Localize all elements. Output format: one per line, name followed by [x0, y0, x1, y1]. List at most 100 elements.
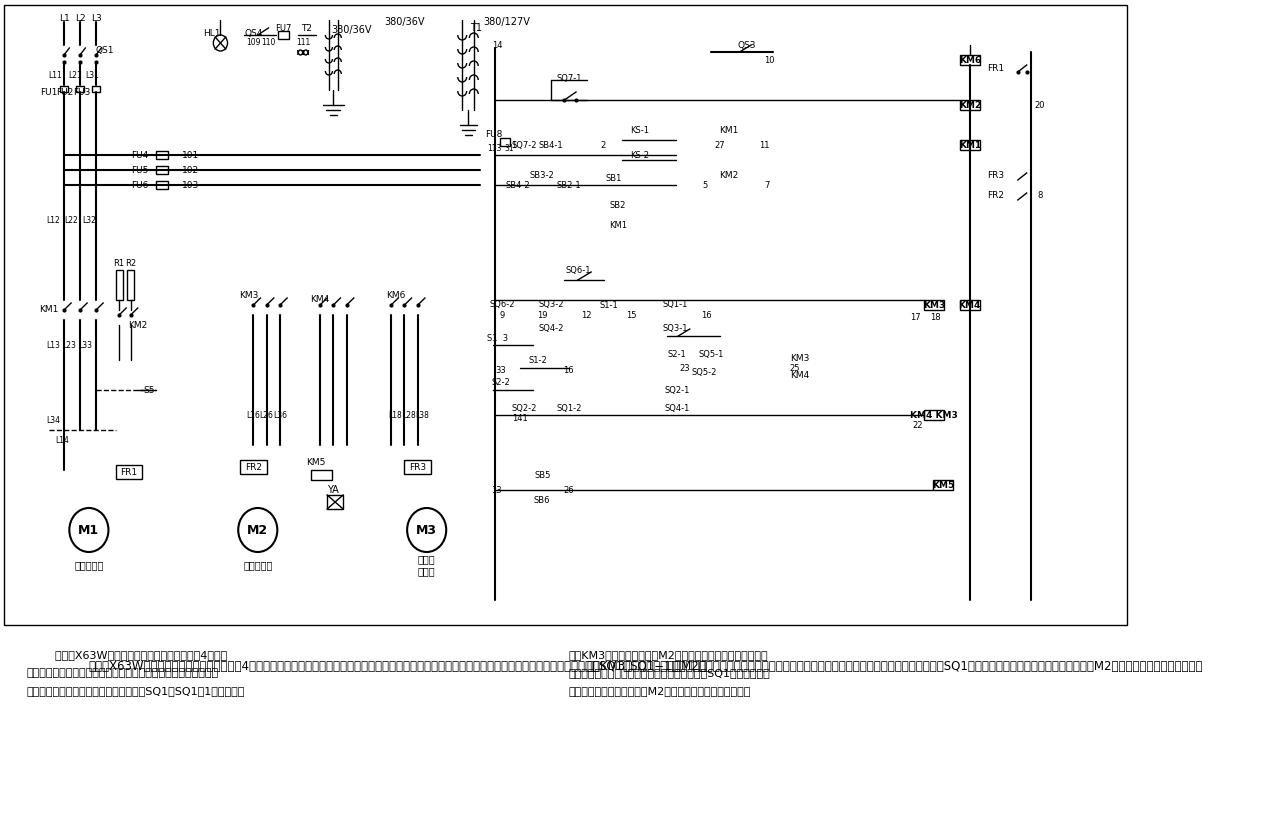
- Text: L11: L11: [48, 71, 62, 79]
- Bar: [155, 151, 168, 159]
- Text: FR1: FR1: [121, 467, 137, 476]
- Text: 113: 113: [488, 143, 502, 152]
- Text: M2: M2: [247, 523, 269, 536]
- Bar: [155, 181, 168, 189]
- Text: FU3: FU3: [73, 87, 90, 97]
- Text: L2: L2: [75, 13, 85, 22]
- Text: 10: 10: [764, 56, 774, 64]
- Text: SQ2-1: SQ2-1: [665, 386, 690, 395]
- Text: 7: 7: [765, 181, 770, 189]
- Text: KM1: KM1: [959, 141, 981, 149]
- Text: FR2: FR2: [987, 191, 1004, 199]
- Text: 26: 26: [564, 486, 574, 495]
- Text: 25: 25: [789, 363, 799, 372]
- Text: S2-2: S2-2: [491, 377, 510, 387]
- Text: L38: L38: [415, 411, 429, 420]
- Text: SB6: SB6: [533, 496, 550, 505]
- Text: M1: M1: [79, 523, 99, 536]
- Text: L13: L13: [46, 341, 60, 350]
- Text: 27: 27: [714, 141, 726, 149]
- Bar: [4, 5, 1127, 625]
- Bar: [924, 410, 945, 420]
- Text: YA: YA: [327, 485, 339, 495]
- Text: KM4: KM4: [791, 371, 810, 380]
- Text: FU2: FU2: [56, 87, 74, 97]
- Text: 31: 31: [504, 143, 514, 152]
- Text: S5: S5: [144, 386, 155, 395]
- Text: S1-2: S1-2: [528, 356, 547, 365]
- Text: SB5: SB5: [535, 471, 550, 480]
- Text: L31: L31: [85, 71, 99, 79]
- Text: L3: L3: [90, 13, 102, 22]
- Text: M3: M3: [416, 523, 437, 536]
- Bar: [279, 31, 289, 39]
- Text: 所示为X63W型万能升降台鸣床电气原理图（4），图中粗线表示工作台向右时的回路。此时，将十字手柄扁向右方，合上横向进给的机械离合器，压下行程开关SQ1（SQ1−: 所示为X63W型万能升降台鸣床电气原理图（4），图中粗线表示工作台向右时的回路。…: [89, 660, 708, 673]
- Text: SB3-2: SB3-2: [530, 171, 555, 179]
- Text: KM4: KM4: [959, 301, 981, 310]
- Text: T1: T1: [470, 23, 481, 33]
- Text: KM6: KM6: [959, 56, 981, 64]
- Text: 15: 15: [626, 311, 636, 320]
- Text: L28: L28: [402, 411, 416, 420]
- Text: FU4: FU4: [131, 151, 149, 159]
- Text: L1: L1: [59, 13, 69, 22]
- Text: T2: T2: [302, 23, 312, 32]
- Text: FU5: FU5: [131, 166, 149, 174]
- Bar: [924, 300, 945, 310]
- Text: SQ2-2: SQ2-2: [512, 403, 537, 412]
- Text: 20: 20: [1035, 101, 1045, 109]
- Text: 进给电动机: 进给电动机: [243, 560, 272, 570]
- Text: 103: 103: [182, 181, 200, 189]
- Text: SQ6-1: SQ6-1: [565, 266, 591, 275]
- Bar: [960, 100, 979, 110]
- Text: FR3: FR3: [987, 171, 1004, 179]
- Text: 5: 5: [703, 181, 708, 189]
- Text: L34: L34: [46, 416, 60, 425]
- Text: SQ6-2: SQ6-2: [490, 301, 516, 310]
- Bar: [241, 460, 266, 474]
- Text: S2-1: S2-1: [668, 350, 686, 358]
- Text: 109: 109: [246, 37, 261, 47]
- Text: 触器KM3获电吸合，电动机M2正转，工作台向右移动。欲停止: 触器KM3获电吸合，电动机M2正转，工作台向右移动。欲停止: [569, 650, 769, 660]
- Text: QS1: QS1: [95, 46, 115, 54]
- Text: 主轴电动机: 主轴电动机: [74, 560, 103, 570]
- Text: 11: 11: [759, 141, 770, 149]
- Text: L32: L32: [81, 216, 95, 225]
- Text: SQ1-2: SQ1-2: [556, 403, 582, 412]
- Text: 13: 13: [490, 486, 502, 495]
- Text: SB2: SB2: [610, 201, 626, 210]
- Text: L36: L36: [272, 411, 286, 420]
- Text: FU7: FU7: [275, 23, 292, 32]
- Bar: [60, 86, 67, 92]
- Text: 23: 23: [679, 363, 690, 372]
- Text: SQ4-1: SQ4-1: [665, 403, 690, 412]
- Bar: [76, 86, 84, 92]
- Text: 中粗线表示工作台向右时的回路。此时，将十字手柄扳向右方，合: 中粗线表示工作台向右时的回路。此时，将十字手柄扳向右方，合: [27, 668, 219, 678]
- Text: L12: L12: [46, 216, 60, 225]
- Text: 2: 2: [600, 141, 605, 149]
- Text: 111: 111: [297, 37, 311, 47]
- Text: KM5: KM5: [932, 481, 955, 490]
- Text: KM3: KM3: [791, 353, 810, 362]
- Text: 17: 17: [910, 312, 920, 322]
- Text: 18: 18: [929, 312, 941, 322]
- Text: L26: L26: [260, 411, 274, 420]
- Text: 22: 22: [911, 421, 923, 430]
- Text: R1: R1: [113, 258, 125, 267]
- Bar: [311, 470, 332, 480]
- Text: L33: L33: [79, 341, 93, 350]
- Text: SB4-2: SB4-2: [505, 181, 530, 189]
- Text: 141: 141: [512, 413, 528, 422]
- Bar: [405, 460, 432, 474]
- Text: HL1: HL1: [202, 28, 220, 37]
- Bar: [960, 55, 979, 65]
- Text: KM1: KM1: [608, 221, 626, 230]
- Text: KM4 KM3: KM4 KM3: [910, 411, 959, 420]
- Text: SQ7-1: SQ7-1: [556, 73, 582, 82]
- Text: 380/36V: 380/36V: [384, 17, 425, 27]
- Text: KM1: KM1: [39, 306, 59, 315]
- Text: SQ7-2: SQ7-2: [512, 141, 537, 149]
- Text: 102: 102: [182, 166, 200, 174]
- Bar: [127, 270, 134, 300]
- Text: SQ5-1: SQ5-1: [699, 350, 724, 358]
